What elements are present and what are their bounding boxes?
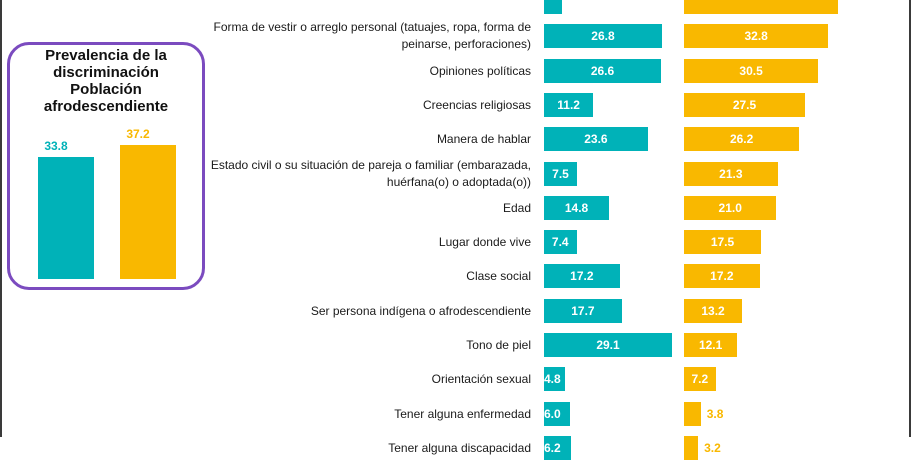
bar-value-label-series-1: 26.6 (590, 63, 615, 78)
bar-series-2 (684, 24, 829, 49)
bar-value-label-series-2: 12.1 (698, 338, 723, 352)
bar-series-1 (544, 367, 566, 392)
category-label: Orientación sexual (431, 372, 531, 387)
inset-title-line: afrodescendiente (43, 98, 169, 115)
bar-series-2 (684, 230, 761, 255)
bar-series-2 (684, 0, 838, 14)
bar-value-label-series-1: 17.7 (571, 303, 595, 318)
bar-value-label-series-1: 17.2 (570, 269, 594, 284)
bar-series-2 (684, 58, 819, 83)
bar-value-label-series-1: 29.1 (596, 338, 620, 352)
category-label: Lugar donde vive (438, 235, 531, 250)
bar-value-label-series-2: 30.5 (739, 63, 763, 78)
bar-value-label-series-1: 14.8 (564, 200, 589, 215)
bar-series-1 (544, 264, 620, 289)
bar-value-label-series-2: 17.5 (710, 235, 735, 250)
bar-series-1 (544, 333, 673, 357)
inset-title-line: discriminación (53, 64, 159, 81)
bar-series-1 (544, 401, 571, 426)
frame-border-right (909, 0, 911, 437)
bar-series-1 (544, 161, 577, 186)
bar-series-1 (544, 0, 562, 14)
bar-value-label-series-1: 7.4 (551, 235, 569, 250)
bar-value-label-series-2: 3.8 (706, 406, 724, 421)
bar-value-label-series-1: 23.6 (584, 132, 608, 147)
bar-series-1 (544, 24, 662, 49)
bar-value-label-series-1: 11.2 (557, 97, 580, 112)
bar-series-2 (684, 161, 778, 186)
bar-value-label-series-2: 3.2 (704, 440, 721, 455)
inset-title: Prevalencia de la discriminación Poblaci… (10, 47, 202, 115)
inset-title-line: Población (70, 81, 142, 98)
bar-series-1 (544, 298, 622, 323)
bar-series-2 (684, 333, 738, 357)
bar-value-label-series-2: 17.2 (710, 269, 734, 284)
category-label: Manera de hablar (436, 132, 531, 147)
bar-value-label-series-2: 27.5 (732, 97, 757, 112)
bar-series-2 (684, 367, 716, 392)
bar-value-label-series-2: 13.2 (701, 303, 725, 318)
bar-value-label-series-1: 4.8 (544, 372, 561, 387)
category-label: Estado civil o su situación de pareja o … (210, 157, 531, 189)
bar-value-label-series-1: 6.2 (544, 440, 561, 455)
bar-value-label-series-2: 7.2 (691, 372, 709, 387)
bar-series-2 (684, 127, 800, 152)
inset-title-line: Prevalencia de la (45, 47, 167, 64)
inset-value-label-series-2: 37.2 (126, 127, 150, 142)
inset-bar-series-1 (38, 157, 94, 279)
prevalence-inset-panel: Prevalencia de la discriminación Poblaci… (7, 42, 205, 290)
bar-series-1 (544, 230, 577, 255)
bar-value-label-series-1: 6.0 (544, 406, 561, 421)
bar-value-label-series-2: 26.2 (729, 132, 754, 147)
category-label: Opiniones políticas (429, 63, 531, 78)
bar-series-2 (684, 298, 743, 323)
category-label: Edad (502, 200, 531, 215)
bar-series-1 (544, 58, 662, 83)
category-label: Forma de vestir o arreglo personal (tatu… (213, 20, 531, 52)
bar-value-label-series-1: 26.8 (591, 29, 615, 44)
category-label: Creencias religiosas (422, 97, 531, 112)
bar-value-label-series-1: 7.5 (552, 166, 569, 181)
bar-series-1 (544, 195, 610, 220)
bar-series-2 (684, 435, 699, 460)
category-label: Tener alguna discapacidad (388, 440, 531, 455)
category-label: Ser persona indígena o afrodescendiente (310, 303, 531, 318)
bar-series-2 (684, 264, 760, 289)
inset-bar-series-2 (120, 145, 176, 279)
category-label: Tener alguna enfermedad (394, 406, 531, 421)
bar-value-label-series-2: 21.0 (718, 200, 742, 215)
bar-series-1 (544, 127, 648, 152)
bar-value-label-series-2: 21.3 (719, 166, 743, 181)
bar-series-2 (684, 195, 777, 220)
bar-series-2 (684, 401, 701, 426)
inset-value-label-series-1: 33.8 (44, 139, 68, 154)
category-label: Tono de piel (466, 338, 531, 352)
bar-series-2 (684, 92, 805, 117)
category-label: Clase social (466, 269, 531, 284)
bar-value-label-series-2: 32.8 (744, 29, 768, 44)
frame-border-left (0, 0, 2, 437)
bar-series-1 (544, 92, 594, 117)
